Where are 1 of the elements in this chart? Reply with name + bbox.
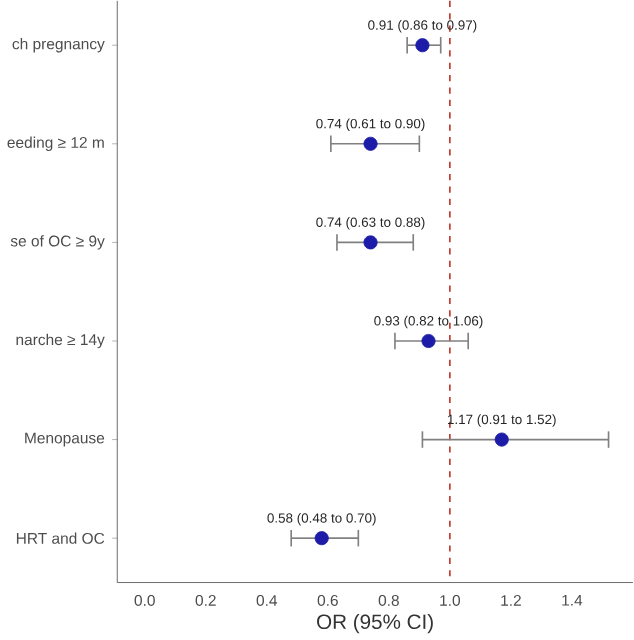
x-axis-title: OR (95% CI) bbox=[317, 613, 434, 634]
